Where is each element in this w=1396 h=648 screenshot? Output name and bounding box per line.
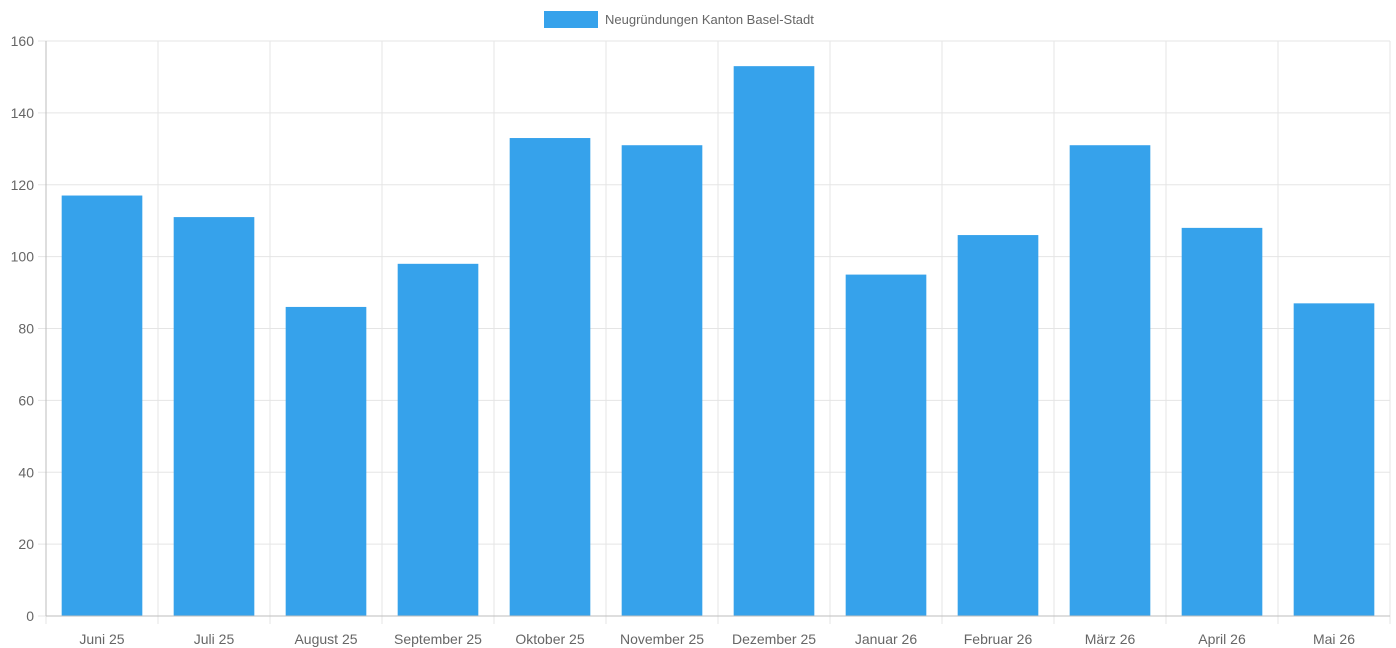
x-tick-label: Mai 26 [1313, 631, 1355, 647]
bar [509, 138, 591, 616]
y-tick-label: 120 [11, 177, 35, 193]
legend[interactable]: Neugründungen Kanton Basel-Stadt [544, 11, 814, 28]
bar [1069, 145, 1151, 616]
bar [285, 306, 367, 616]
x-tick-label: März 26 [1085, 631, 1136, 647]
x-tick-label: August 25 [294, 631, 357, 647]
x-tick-label: Juli 25 [194, 631, 235, 647]
x-tick-label: September 25 [394, 631, 482, 647]
legend-label: Neugründungen Kanton Basel-Stadt [605, 12, 814, 27]
bar [1181, 227, 1263, 616]
y-tick-label: 20 [18, 536, 34, 552]
y-tick-label: 0 [26, 608, 34, 624]
y-tick-label: 80 [18, 321, 34, 337]
y-tick-label: 40 [18, 464, 34, 480]
x-tick-label: Juni 25 [79, 631, 124, 647]
y-tick-label: 100 [11, 249, 35, 265]
bar [397, 263, 479, 616]
axes [38, 40, 1391, 624]
bar [1293, 303, 1375, 616]
bars [61, 66, 1375, 616]
bar [61, 195, 143, 616]
x-tick-label: Januar 26 [855, 631, 917, 647]
y-tick-label: 60 [18, 392, 34, 408]
x-tick-label: November 25 [620, 631, 704, 647]
bar [733, 66, 815, 616]
legend-swatch [544, 11, 598, 28]
bar [957, 235, 1039, 616]
x-tick-label: Februar 26 [964, 631, 1033, 647]
y-tick-label: 160 [11, 33, 35, 49]
x-tick-label: Oktober 25 [515, 631, 584, 647]
y-tick-label: 140 [11, 105, 35, 121]
x-tick-label: April 26 [1198, 631, 1246, 647]
y-axis-labels: 0 20 40 60 80 100 120 140 160 [11, 33, 35, 624]
bar [845, 274, 927, 616]
grid [46, 40, 1391, 616]
x-axis-labels: Juni 25 Juli 25 August 25 September 25 Oktob… [79, 631, 1355, 647]
bar [173, 217, 255, 616]
x-tick-label: Dezember 25 [732, 631, 816, 647]
bar [621, 145, 703, 616]
